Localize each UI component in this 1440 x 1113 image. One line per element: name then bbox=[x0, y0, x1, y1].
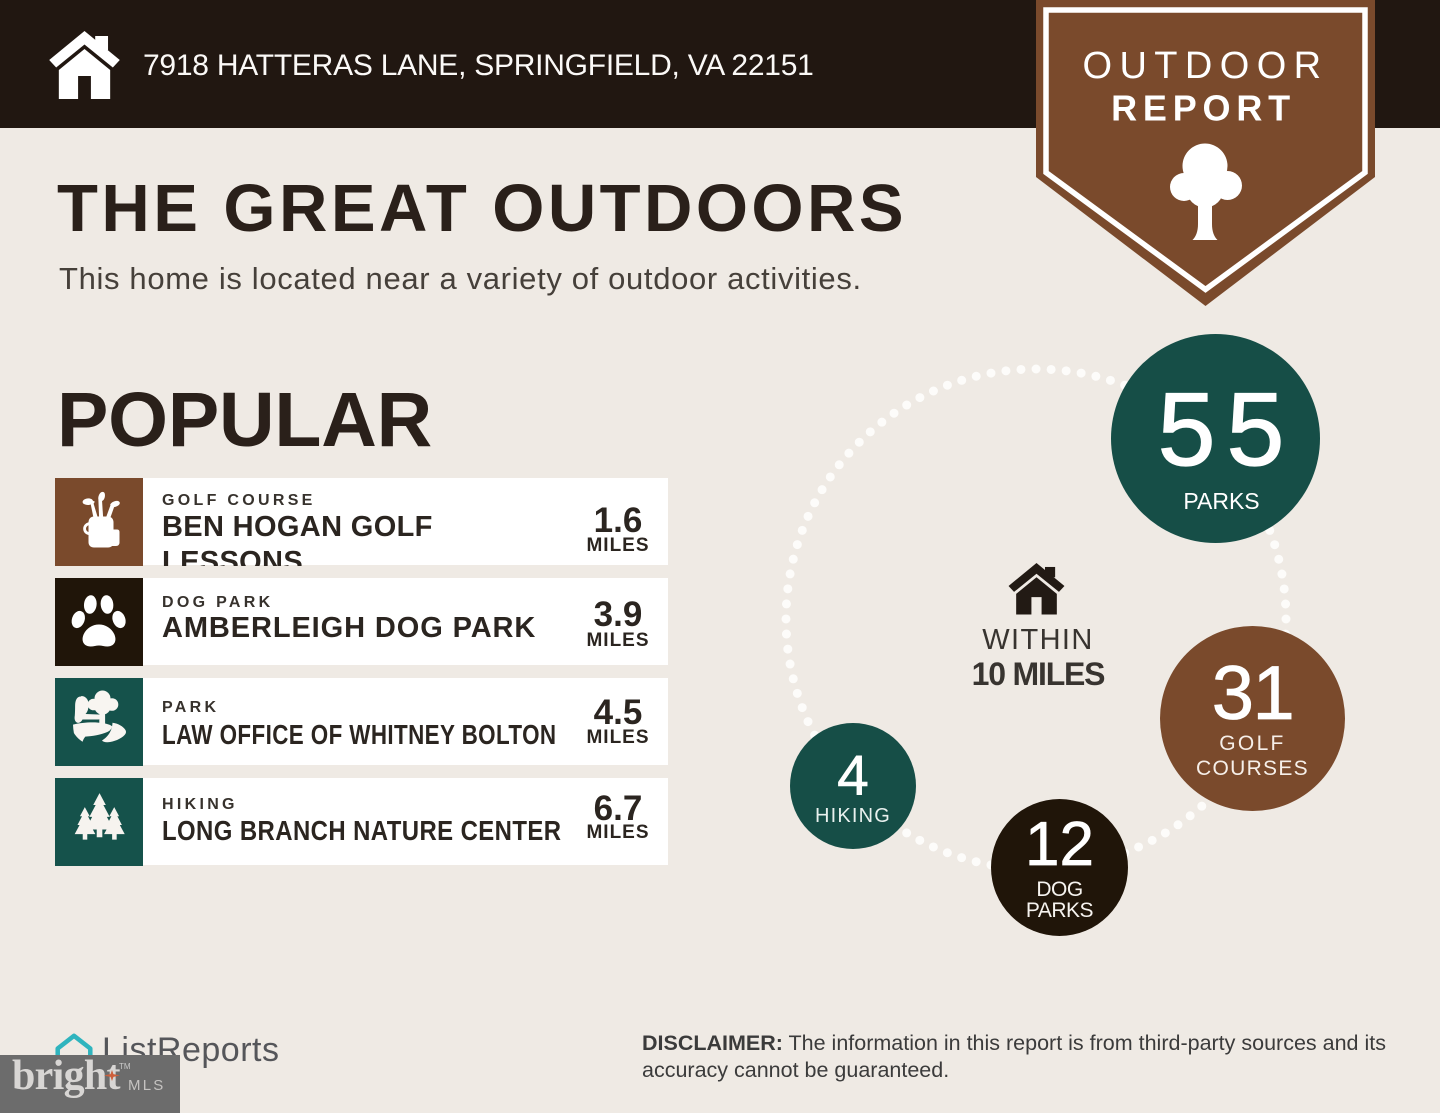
svg-text:OUTDOOR: OUTDOOR bbox=[1082, 45, 1328, 87]
svg-text:REPORT: REPORT bbox=[1111, 88, 1296, 129]
